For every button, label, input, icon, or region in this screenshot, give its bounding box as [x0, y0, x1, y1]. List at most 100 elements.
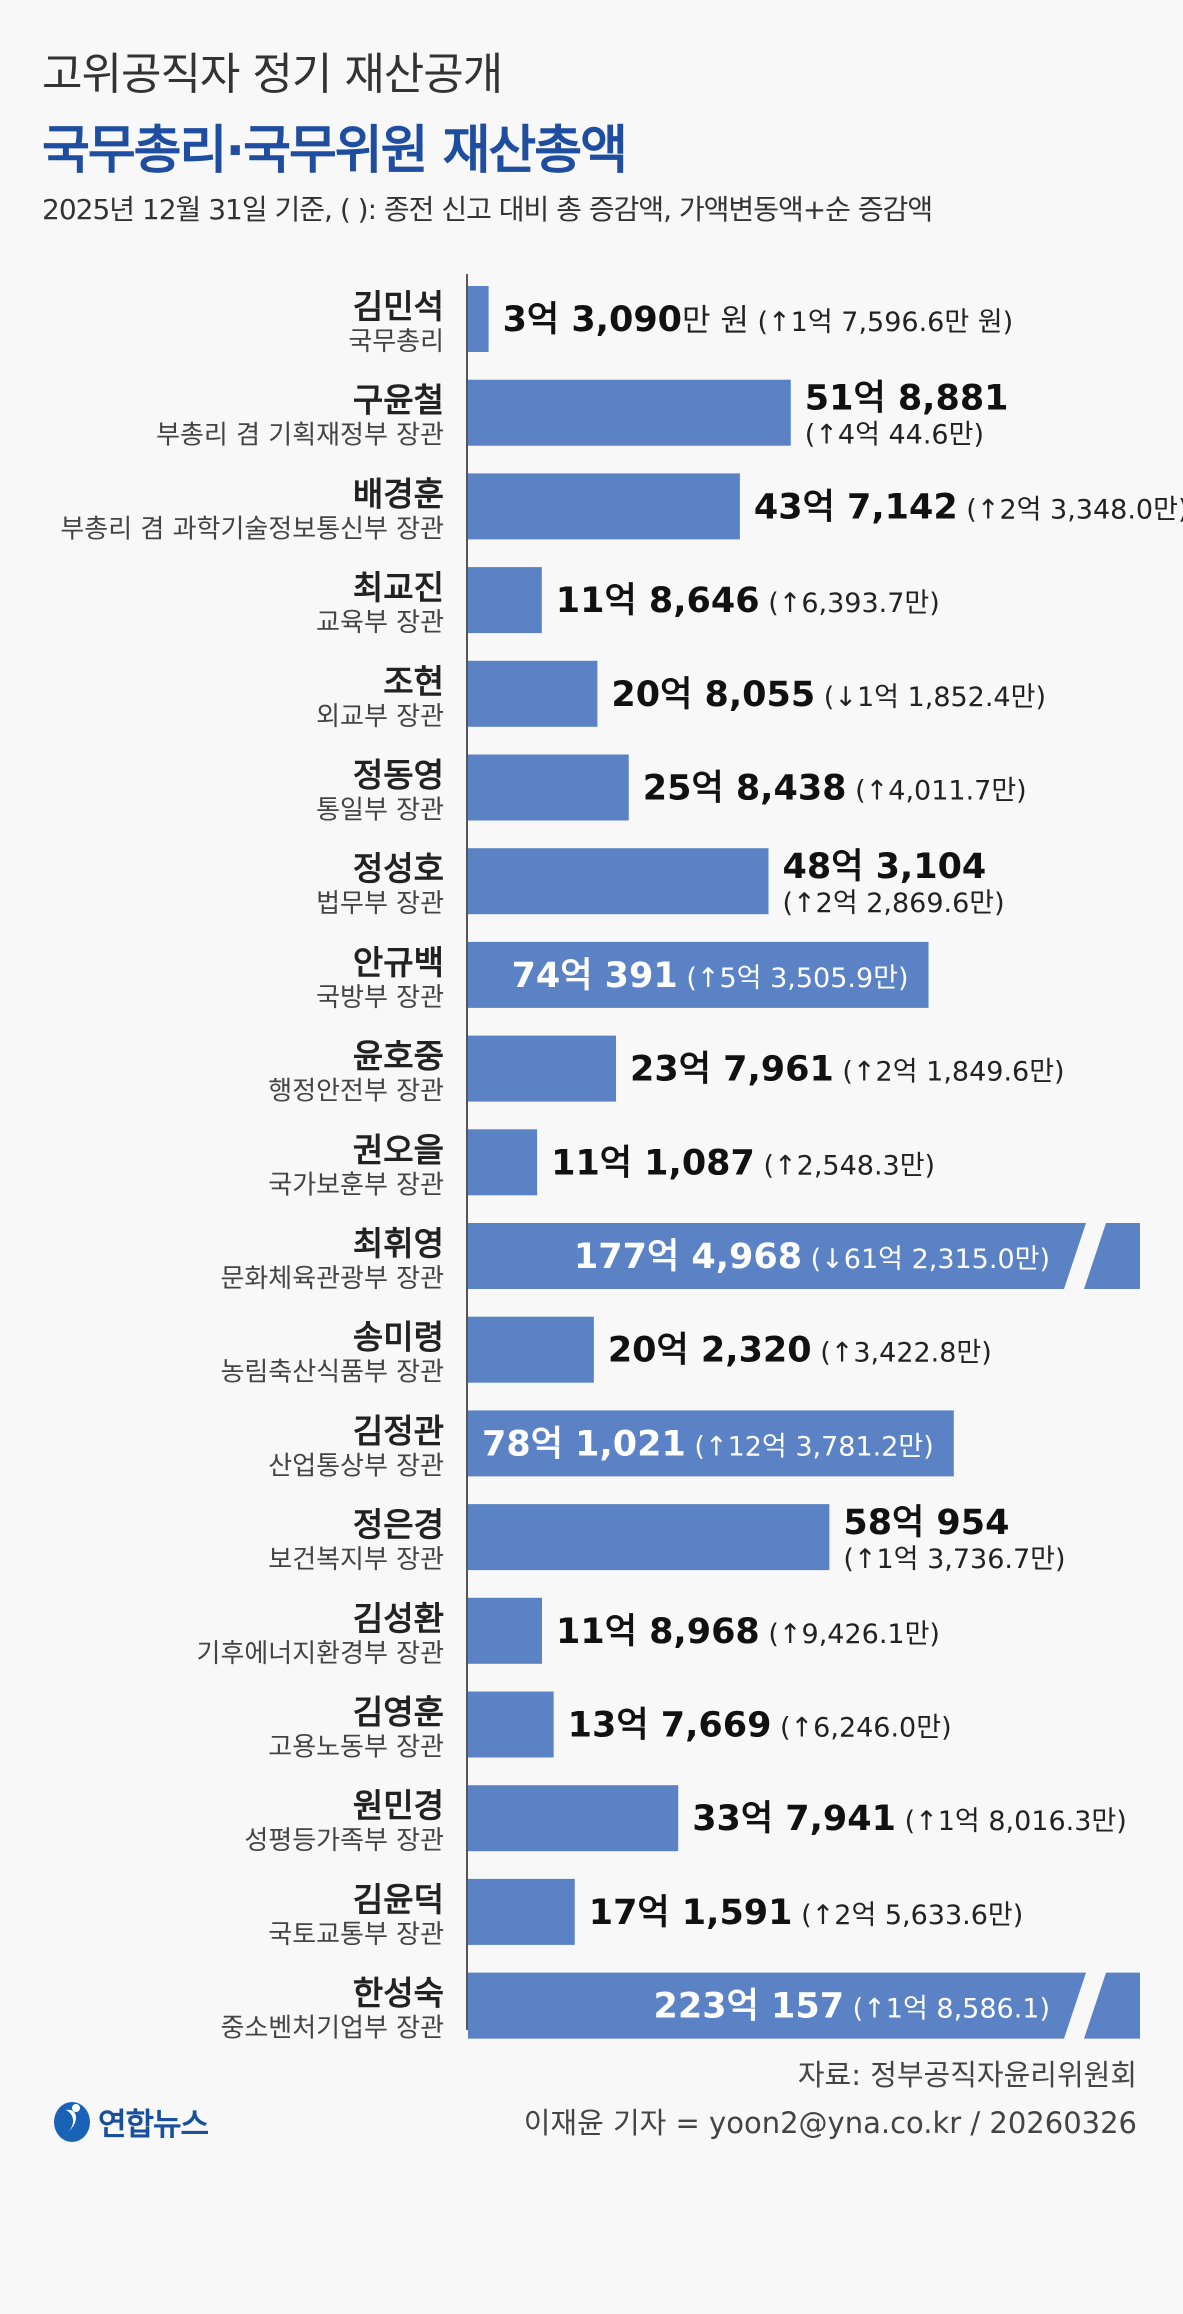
category-role-label: 산업통상부 장관 [268, 1451, 444, 1481]
yonhap-logo: 연합뉴스 [52, 2098, 209, 2144]
category-label: 권오을 [353, 1130, 444, 1169]
category-role-label: 통일부 장관 [316, 796, 444, 826]
bar-value-group: 78억 1,021 (↑12억 3,781.2만) [482, 1424, 934, 1464]
bar-overflow-segment [1084, 1972, 1140, 2039]
bar-value-label: 43억 7,142 (↑2억 3,348.0만) [754, 487, 1183, 527]
bar-value-label: 11억 8,646 (↑6,393.7만) [556, 581, 940, 621]
bar-value-group: 23억 7,961 (↑2억 1,849.6만) [630, 1050, 1065, 1090]
bar [468, 1785, 679, 1852]
bar-value-group: 11억 8,968 (↑9,426.1만) [556, 1612, 940, 1652]
bar-value-label: 51억 8,881 [805, 379, 1009, 419]
bar-overflow-segment [1084, 1223, 1140, 1289]
bar [468, 1691, 554, 1758]
bar-value-group: 223억 157 (↑1억 8,586.1) [654, 1987, 1050, 2027]
bar [468, 1035, 617, 1102]
bar [468, 848, 769, 915]
category-role-label: 국방부 장관 [316, 983, 444, 1013]
category-label: 최교진 [353, 568, 444, 607]
bar-value-label: 33억 7,941 (↑1억 8,016.3만) [692, 1799, 1127, 1839]
bar-value-label: 20억 8,055 (↓1억 1,852.4만) [611, 675, 1046, 715]
bar-value-group: 177억 4,968 (↓61억 2,315.0만) [574, 1237, 1050, 1277]
bar-value-group: 33억 7,941 (↑1억 8,016.3만) [692, 1799, 1127, 1839]
category-label: 구윤철 [353, 381, 444, 420]
bar-change-label: (↑4억 44.6만) [805, 420, 984, 451]
category-role-label: 보건복지부 장관 [268, 1545, 444, 1575]
category-label: 김윤덕 [353, 1880, 444, 1919]
bar-value-label: 58억 954 [843, 1503, 1009, 1543]
category-label: 윤호중 [353, 1037, 444, 1076]
category-label: 김영훈 [353, 1693, 444, 1732]
bar-value-group: 11억 1,087 (↑2,548.3만) [551, 1143, 935, 1183]
yonhap-logo-text: 연합뉴스 [98, 2106, 209, 2143]
bar-value-label: 13억 7,669 (↑6,246.0만) [568, 1706, 952, 1746]
category-role-label: 외교부 장관 [316, 702, 444, 732]
category-label: 원민경 [353, 1786, 444, 1825]
category-label: 조현 [383, 662, 444, 701]
bar-value-label: 17억 1,591 (↑2억 5,633.6만) [589, 1893, 1024, 1933]
bar [468, 941, 929, 1008]
category-label: 김정관 [353, 1411, 444, 1450]
bar-value-group: 13억 7,669 (↑6,246.0만) [568, 1706, 952, 1746]
bar-value-group: 74억 391 (↑5억 3,505.9만) [512, 956, 909, 996]
bar-value-label: 11억 1,087 (↑2,548.3만) [551, 1143, 935, 1183]
category-role-label: 국가보훈부 장관 [268, 1170, 444, 1200]
bar-value-label: 74억 391 (↑5억 3,505.9만) [512, 956, 909, 996]
category-role-label: 부총리 겸 기획재정부 장관 [156, 421, 444, 451]
category-label: 정은경 [353, 1505, 444, 1544]
bar-value-group: 20억 8,055 (↓1억 1,852.4만) [611, 675, 1046, 715]
bar-value-group: 48억 3,104(↑2억 2,869.6만) [782, 847, 1004, 919]
yonhap-logo-icon [54, 2102, 90, 2142]
category-role-label: 문화체육관광부 장관 [220, 1264, 444, 1294]
bar-value-group: 58억 954(↑1억 3,736.7만) [843, 1503, 1065, 1575]
category-role-label: 부총리 겸 과학기술정보통신부 장관 [60, 514, 444, 544]
category-role-label: 고용노동부 장관 [268, 1733, 444, 1763]
bar-value-label: 25억 8,438 (↑4,011.7만) [643, 769, 1027, 809]
category-label: 김민석 [353, 287, 444, 326]
category-label: 정성호 [353, 849, 444, 888]
category-label: 송미령 [353, 1318, 444, 1357]
bar-value-label: 223억 157 (↑1억 8,586.1) [654, 1987, 1050, 2027]
category-role-label: 국무총리 [348, 327, 444, 357]
category-label: 최휘영 [353, 1224, 444, 1263]
bar-value-label: 3억 3,090만 원 (↑1억 7,596.6만 원) [503, 300, 1014, 340]
bar-value-group: 17억 1,591 (↑2억 5,633.6만) [589, 1893, 1024, 1933]
chart-title: 국무총리·국무위원 재산총액 [42, 121, 628, 181]
bar [468, 1129, 538, 1196]
bar [468, 1316, 594, 1383]
category-label: 정동영 [353, 756, 444, 795]
bar-value-group: 51억 8,881(↑4억 44.6만) [805, 379, 1009, 451]
bar [468, 473, 740, 540]
bar [468, 1504, 830, 1571]
bar-value-group: 20억 2,320 (↑3,422.8만) [608, 1331, 992, 1371]
source-credit: 자료: 정부공직자윤리위원회 [797, 2058, 1137, 2092]
bar-value-group: 43억 7,142 (↑2억 3,348.0만) [754, 487, 1183, 527]
chart-note: 2025년 12월 31일 기준, ( ): 종전 신고 대비 총 증감액, 가… [42, 193, 933, 226]
bar-value-label: 177억 4,968 (↓61억 2,315.0만) [574, 1237, 1050, 1277]
bar [468, 1972, 1086, 2039]
bar [468, 754, 629, 821]
bar-value-group: 3억 3,090만 원 (↑1억 7,596.6만 원) [503, 300, 1014, 340]
category-role-label: 법무부 장관 [316, 889, 444, 919]
bar [468, 1410, 954, 1477]
category-label: 배경훈 [353, 474, 444, 513]
bar-value-group: 11억 8,646 (↑6,393.7만) [556, 581, 940, 621]
category-label: 안규백 [353, 943, 444, 982]
category-role-label: 행정안전부 장관 [268, 1077, 444, 1107]
bar [468, 379, 791, 446]
category-role-label: 국토교통부 장관 [268, 1920, 444, 1950]
bar-value-group: 25억 8,438 (↑4,011.7만) [643, 769, 1027, 809]
bar-value-label: 48억 3,104 [782, 847, 986, 887]
category-role-label: 성평등가족부 장관 [244, 1826, 444, 1856]
bar-value-label: 78억 1,021 (↑12억 3,781.2만) [482, 1424, 934, 1464]
category-role-label: 중소벤처기업부 장관 [220, 2014, 444, 2044]
chart-subtitle: 고위공직자 정기 재산공개 [42, 49, 503, 100]
category-role-label: 농림축산식품부 장관 [220, 1358, 444, 1388]
bar [468, 1878, 575, 1945]
bar-change-label: (↑2억 2,869.6만) [782, 888, 1004, 919]
category-label: 김성환 [353, 1599, 444, 1638]
category-label: 한성숙 [353, 1974, 444, 2013]
bar-value-label: 23억 7,961 (↑2억 1,849.6만) [630, 1050, 1065, 1090]
bar-change-label: (↑1억 3,736.7만) [843, 1544, 1065, 1575]
bar [468, 567, 542, 634]
